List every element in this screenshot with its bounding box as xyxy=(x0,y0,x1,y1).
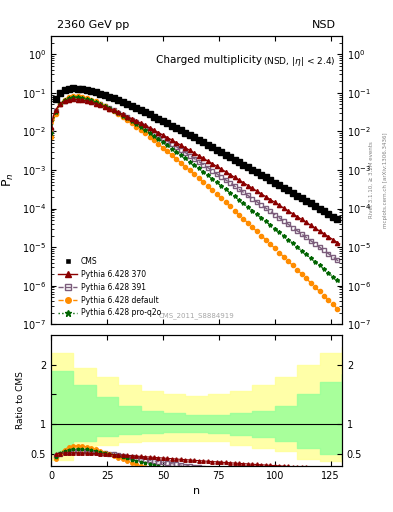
Text: Rivet 3.1.10, ≥ 3.2M events: Rivet 3.1.10, ≥ 3.2M events xyxy=(369,142,373,219)
CMS xyxy=(214,146,219,153)
Y-axis label: Ratio to CMS: Ratio to CMS xyxy=(16,371,25,429)
Text: Charged multiplicity: Charged multiplicity xyxy=(0,511,1,512)
Pythia 6.428 default xyxy=(120,114,125,120)
Pythia 6.428 391 xyxy=(174,144,179,150)
Pythia 6.428 370 xyxy=(138,120,143,126)
Pythia 6.428 370 xyxy=(120,111,125,117)
Pythia 6.428 default xyxy=(75,93,80,99)
Pythia 6.428 370 xyxy=(299,217,304,223)
Pythia 6.428 default xyxy=(138,127,143,133)
Pythia 6.428 pro-q2o xyxy=(71,94,76,100)
Y-axis label: P$_n$: P$_n$ xyxy=(1,173,17,187)
CMS xyxy=(237,159,241,165)
CMS xyxy=(174,125,179,131)
Pythia 6.428 391 xyxy=(138,122,143,128)
Pythia 6.428 pro-q2o xyxy=(138,124,143,130)
Pythia 6.428 pro-q2o xyxy=(49,130,53,136)
Line: CMS: CMS xyxy=(53,86,340,222)
Pythia 6.428 default xyxy=(174,156,179,162)
Pythia 6.428 391 xyxy=(49,127,53,133)
CMS xyxy=(71,86,76,92)
Pythia 6.428 370 xyxy=(174,140,179,146)
Pythia 6.428 370 xyxy=(201,155,206,161)
Pythia 6.428 391 xyxy=(201,161,206,167)
Text: Charged multiplicity: Charged multiplicity xyxy=(0,511,1,512)
Pythia 6.428 370 xyxy=(71,96,76,102)
Pythia 6.428 pro-q2o xyxy=(326,270,331,276)
Text: 2360 GeV pp: 2360 GeV pp xyxy=(57,20,129,30)
Text: Charged multiplicity: Charged multiplicity xyxy=(0,511,1,512)
Pythia 6.428 391 xyxy=(299,231,304,237)
CMS xyxy=(53,96,58,102)
Pythia 6.428 pro-q2o xyxy=(201,169,206,175)
CMS xyxy=(94,89,98,95)
Pythia 6.428 default xyxy=(49,134,53,140)
CMS xyxy=(241,162,246,168)
Pythia 6.428 pro-q2o xyxy=(120,113,125,119)
Text: Charged multiplicity: Charged multiplicity xyxy=(0,511,1,512)
X-axis label: n: n xyxy=(193,486,200,496)
Pythia 6.428 391 xyxy=(120,112,125,118)
CMS xyxy=(335,216,340,222)
Text: NSD: NSD xyxy=(312,20,336,30)
Pythia 6.428 370 xyxy=(49,124,53,130)
Pythia 6.428 370 xyxy=(335,240,340,246)
Pythia 6.428 391 xyxy=(71,95,76,101)
Pythia 6.428 default xyxy=(299,271,304,277)
Text: Charged multiplicity: Charged multiplicity xyxy=(156,55,262,65)
Pythia 6.428 default xyxy=(335,306,340,312)
Text: CMS_2011_S8884919: CMS_2011_S8884919 xyxy=(159,312,234,318)
CMS xyxy=(196,137,201,143)
Pythia 6.428 391 xyxy=(326,251,331,257)
Pythia 6.428 pro-q2o xyxy=(335,278,340,284)
Pythia 6.428 pro-q2o xyxy=(299,248,304,254)
Pythia 6.428 391 xyxy=(335,257,340,263)
Line: Pythia 6.428 391: Pythia 6.428 391 xyxy=(49,96,340,263)
Line: Pythia 6.428 pro-q2o: Pythia 6.428 pro-q2o xyxy=(49,95,340,283)
Legend: CMS, Pythia 6.428 370, Pythia 6.428 391, Pythia 6.428 default, Pythia 6.428 pro-: CMS, Pythia 6.428 370, Pythia 6.428 391,… xyxy=(55,254,164,321)
Line: Pythia 6.428 default: Pythia 6.428 default xyxy=(49,94,340,311)
Pythia 6.428 pro-q2o xyxy=(174,148,179,155)
Text: mcplots.cern.ch [arXiv:1306.3436]: mcplots.cern.ch [arXiv:1306.3436] xyxy=(383,132,388,228)
Pythia 6.428 default xyxy=(326,297,331,303)
Pythia 6.428 default xyxy=(201,179,206,185)
Pythia 6.428 370 xyxy=(326,233,331,240)
Line: Pythia 6.428 370: Pythia 6.428 370 xyxy=(49,97,340,245)
Text: (NSD, |$\eta$| < 2.4): (NSD, |$\eta$| < 2.4) xyxy=(263,55,336,68)
